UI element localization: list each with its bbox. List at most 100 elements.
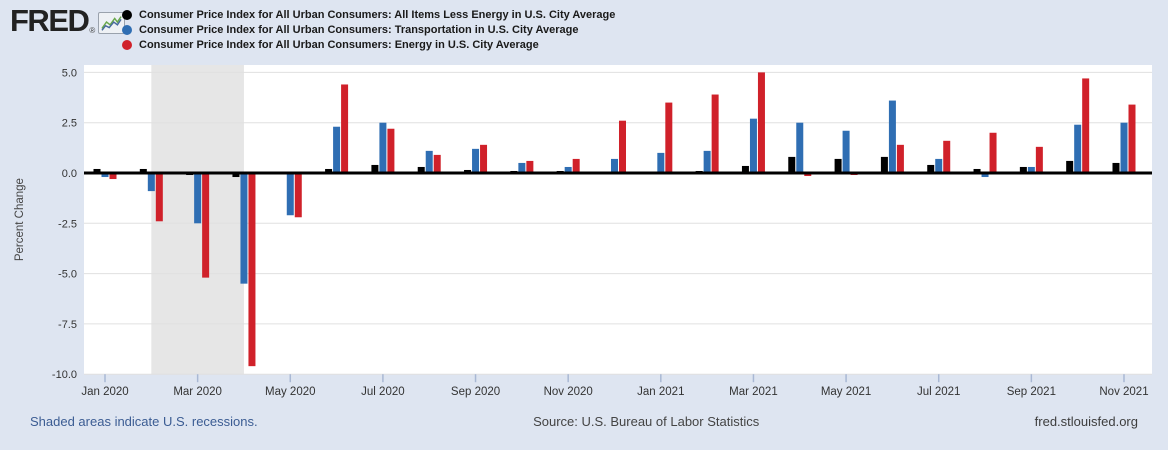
bar [371,164,379,173]
x-tick-label: Jan 2021 [637,386,684,398]
y-tick-label: -2.5 [58,218,77,230]
bar [1128,104,1136,173]
bar [610,158,618,173]
bar [155,173,163,222]
x-tick-label: Mar 2021 [729,386,778,398]
bar [935,158,943,173]
fred-logo[interactable]: FRED ® [10,3,126,38]
bar [703,150,711,173]
x-tick-label: Sep 2021 [1007,386,1056,398]
bar [618,120,626,173]
bar [665,102,673,173]
legend-dot-blue [122,24,132,35]
y-axis-title: Percent Change [14,178,26,261]
bar [973,168,981,173]
bar [464,169,472,173]
bar [294,173,302,218]
bar [1112,162,1120,173]
x-tick-label: Nov 2021 [1099,386,1148,398]
bar [194,173,202,224]
legend-dot-black [122,9,132,20]
bar [888,100,896,173]
legend-label: Consumer Price Index for All Urban Consu… [139,38,539,51]
bar [880,156,888,173]
bar-series-1 [101,100,1128,284]
bar [147,173,155,192]
bar [333,126,341,173]
bar [943,140,951,173]
y-tick-label: -7.5 [58,319,77,331]
x-tick-label: Jan 2020 [81,386,128,398]
y-tick-label: 2.5 [62,118,77,130]
legend-item-all-items-less-energy: Consumer Price Index for All Urban Consu… [122,7,615,22]
chart-legend: Consumer Price Index for All Urban Consu… [122,7,615,52]
x-tick-label: Sep 2020 [451,386,500,398]
bar [741,165,749,173]
bar [804,173,812,177]
legend-item-transportation: Consumer Price Index for All Urban Consu… [122,22,615,37]
recession-note-link[interactable]: Shaded areas indicate U.S. recessions. [30,414,258,429]
bar [472,148,480,173]
bar [202,173,210,278]
plot-area [84,65,1152,375]
bar [896,144,904,173]
bar [379,122,387,173]
bar [518,162,526,173]
bar [757,72,765,173]
y-tick-label: 5.0 [62,67,77,79]
legend-dot-red [122,39,132,50]
fred-logo-text: FRED [10,3,90,38]
y-tick-label: -5.0 [58,269,77,281]
bar [417,166,425,173]
legend-label: Consumer Price Index for All Urban Consu… [139,23,579,36]
cpi-bar-chart: 5.0 2.5 0.0 -2.5 -5.0 -7.5 -10.0 Jan 2020 Mar 20… [14,65,1152,398]
bar [1066,160,1074,173]
bar [1074,124,1082,173]
x-tick-label: Jul 2021 [917,386,960,398]
bar [1027,166,1035,173]
bar [480,144,488,173]
bar [572,158,580,173]
bar [526,160,534,173]
footer: Shaded areas indicate U.S. recessions. S… [0,414,1168,429]
header: FRED ® Consumer Price Index for All Urba… [0,0,1168,60]
bar [796,122,804,173]
bar [788,156,796,173]
fred-site-link[interactable]: fred.stlouisfed.org [1034,414,1138,429]
bar [989,132,997,173]
bar [564,166,572,173]
bar [286,173,294,216]
fred-sparkline-icon [98,12,126,34]
legend-item-energy: Consumer Price Index for All Urban Consu… [122,37,615,52]
legend-label: Consumer Price Index for All Urban Consu… [139,8,616,21]
bar [387,128,395,173]
bar [433,154,441,173]
y-tick-label: -10.0 [52,369,77,381]
bar-series-2 [109,72,1136,367]
x-tick-label: Nov 2020 [544,386,593,398]
x-tick-label: Jul 2020 [361,386,404,398]
bar [1035,146,1043,173]
bar [240,173,248,284]
bar [139,168,147,173]
bar [1120,122,1128,173]
bar [109,173,117,180]
bar [325,168,333,173]
bar [248,173,256,367]
bar [927,164,935,173]
bar [341,84,349,173]
bar [981,173,989,178]
x-tick-label: Mar 2020 [173,386,222,398]
bar [842,130,850,173]
bar [711,94,719,173]
bar [657,152,665,173]
x-tick-label: May 2021 [821,386,872,398]
bar [425,150,433,173]
bar [93,168,101,173]
bar [1082,78,1090,173]
bar [834,158,842,173]
bar [232,173,240,178]
y-tick-label: 0.0 [62,168,77,180]
bar [749,118,757,173]
